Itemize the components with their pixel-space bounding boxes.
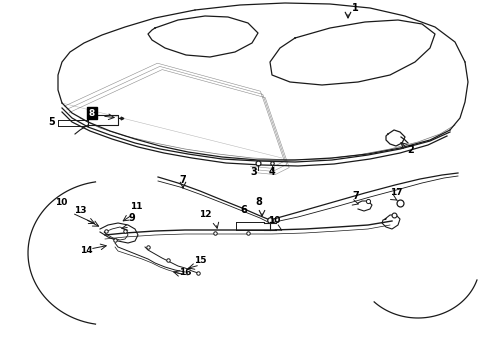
Text: 17: 17	[390, 188, 403, 197]
Text: 9: 9	[128, 213, 135, 223]
Text: 3: 3	[250, 167, 257, 177]
Text: 15: 15	[194, 256, 206, 265]
Text: 10: 10	[268, 216, 280, 225]
Text: 7: 7	[180, 175, 186, 185]
Text: 16: 16	[179, 268, 191, 277]
Text: 8: 8	[89, 108, 95, 117]
Text: 8: 8	[255, 197, 262, 207]
Text: 2: 2	[407, 145, 414, 155]
Text: 13: 13	[74, 206, 87, 215]
Text: 10: 10	[55, 198, 68, 207]
Text: 1: 1	[352, 3, 359, 13]
Text: 14: 14	[80, 246, 93, 255]
Text: 5: 5	[48, 117, 55, 127]
Text: 4: 4	[269, 167, 275, 177]
Text: 12: 12	[199, 210, 212, 219]
Text: 11: 11	[130, 202, 143, 211]
Text: 7: 7	[352, 191, 359, 201]
Text: 6: 6	[240, 205, 247, 215]
